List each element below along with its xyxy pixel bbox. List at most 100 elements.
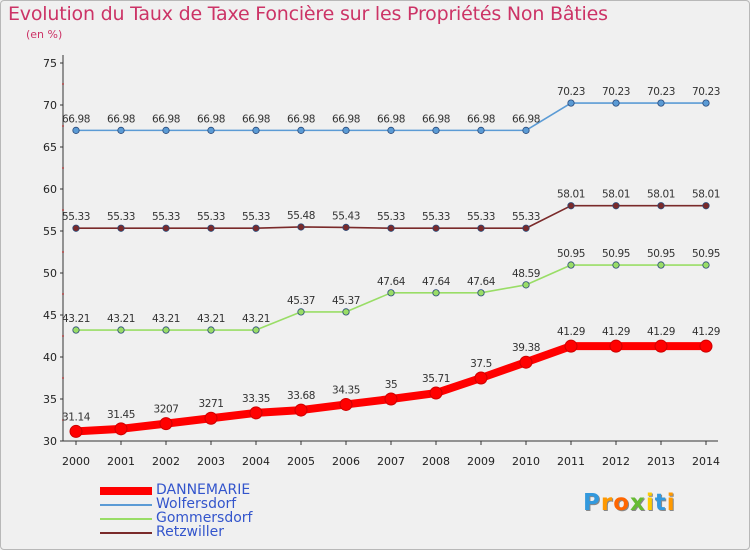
data-point-retzwiller [657,202,665,210]
data-point-gommersdorf [657,261,665,269]
legend-swatch [100,504,152,506]
data-point-dannemarie [474,371,488,385]
data-point-gommersdorf [207,326,215,334]
data-label-dannemarie: 41.29 [692,326,720,338]
x-tick-label: 2001 [107,455,135,468]
data-label-gommersdorf: 43.21 [242,313,270,325]
data-label-dannemarie: 41.29 [647,326,675,338]
data-point-retzwiller [612,202,620,210]
data-label-wolfersdorf: 66.98 [197,113,225,125]
data-point-gommersdorf [522,281,530,289]
y-tick-label: 50 [43,267,57,280]
data-label-wolfersdorf: 66.98 [377,113,405,125]
x-tick-label: 2009 [467,455,495,468]
data-label-gommersdorf: 45.37 [332,295,360,307]
data-point-wolfersdorf [117,126,125,134]
data-label-wolfersdorf: 70.23 [692,86,720,98]
data-label-dannemarie: 3207 [153,404,178,416]
data-point-dannemarie [654,339,668,353]
x-tick-label: 2008 [422,455,450,468]
data-point-dannemarie [249,406,263,420]
data-label-retzwiller: 58.01 [602,189,630,201]
x-tick-label: 2014 [692,455,720,468]
data-label-wolfersdorf: 66.98 [107,113,135,125]
data-point-dannemarie [384,392,398,406]
x-tick-label: 2003 [197,455,225,468]
logo-letter: r [600,490,614,516]
data-label-dannemarie: 41.29 [557,326,585,338]
data-label-gommersdorf: 50.95 [557,248,585,260]
data-point-gommersdorf [477,289,485,297]
data-label-gommersdorf: 47.64 [377,276,406,288]
legend-label: Wolfersdorf [156,496,237,512]
data-point-dannemarie [519,355,533,369]
x-tick-label: 2007 [377,455,405,468]
data-point-dannemarie [69,424,83,438]
data-label-retzwiller: 55.33 [62,211,90,223]
data-point-retzwiller [252,224,260,232]
proxiti-logo: Proxiti [583,490,676,516]
data-label-wolfersdorf: 66.98 [242,113,270,125]
data-label-dannemarie: 33.68 [287,390,315,402]
legend-label: DANNEMARIE [156,482,251,498]
data-point-gommersdorf [297,308,305,316]
data-point-gommersdorf [432,289,440,297]
chart-subtitle: (en %) [26,28,63,41]
y-tick-label: 35 [43,393,57,406]
data-point-dannemarie [609,339,623,353]
y-tick-label: 55 [43,225,57,238]
y-tick-label: 60 [43,183,57,196]
data-point-retzwiller [522,224,530,232]
data-point-dannemarie [294,403,308,417]
y-tick-label: 45 [43,309,57,322]
data-point-dannemarie [204,411,218,425]
data-point-gommersdorf [72,326,80,334]
logo-letter: i [666,490,676,516]
x-tick-label: 2000 [62,455,90,468]
data-label-wolfersdorf: 66.98 [152,113,180,125]
data-label-gommersdorf: 50.95 [602,248,630,260]
data-label-dannemarie: 39.38 [512,342,540,354]
data-point-retzwiller [342,223,350,231]
data-label-dannemarie: 35 [385,379,398,391]
data-label-gommersdorf: 43.21 [62,313,90,325]
data-label-gommersdorf: 43.21 [152,313,180,325]
data-point-gommersdorf [252,326,260,334]
data-label-retzwiller: 58.01 [557,189,585,201]
data-point-dannemarie [564,339,578,353]
data-label-dannemarie: 3271 [198,398,223,410]
data-label-dannemarie: 34.35 [332,384,360,396]
data-point-gommersdorf [162,326,170,334]
y-tick-label: 75 [43,57,57,70]
data-point-retzwiller [567,202,575,210]
data-label-dannemarie: 35.71 [422,373,450,385]
data-label-retzwiller: 55.33 [377,211,405,223]
data-point-gommersdorf [387,289,395,297]
y-tick-label: 65 [43,141,57,154]
data-label-dannemarie: 31.14 [62,411,91,423]
logo-letter: x [630,490,646,516]
data-point-wolfersdorf [207,126,215,134]
data-point-wolfersdorf [432,126,440,134]
data-point-dannemarie [114,422,128,436]
x-tick-label: 2006 [332,455,360,468]
data-label-gommersdorf: 48.59 [512,268,540,280]
data-label-dannemarie: 41.29 [602,326,630,338]
data-point-retzwiller [72,224,80,232]
legend-swatch [100,518,152,520]
data-label-gommersdorf: 50.95 [692,248,720,260]
data-point-wolfersdorf [477,126,485,134]
data-label-wolfersdorf: 66.98 [422,113,450,125]
data-point-dannemarie [339,397,353,411]
legend-label: Retzwiller [156,524,225,540]
data-label-retzwiller: 55.33 [197,211,225,223]
data-point-retzwiller [702,202,710,210]
logo-letter: i [645,490,655,516]
data-point-retzwiller [477,224,485,232]
data-point-gommersdorf [117,326,125,334]
data-point-wolfersdorf [612,99,620,107]
data-point-retzwiller [432,224,440,232]
data-label-retzwiller: 55.33 [512,211,540,223]
data-point-gommersdorf [612,261,620,269]
